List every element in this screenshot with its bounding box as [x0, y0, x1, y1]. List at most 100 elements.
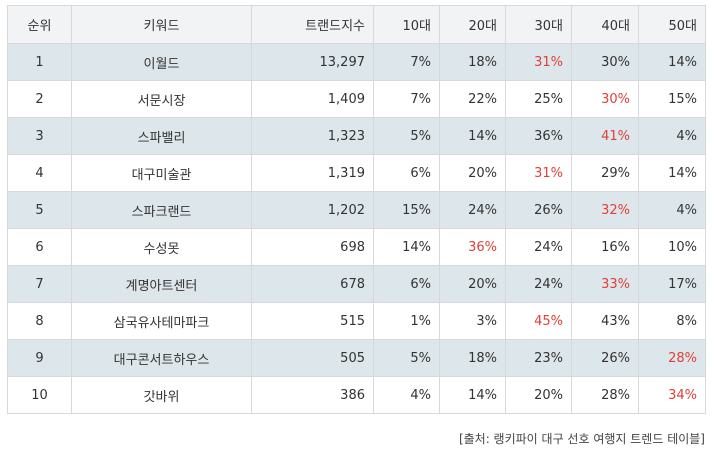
cell-age-20s: 20% — [439, 154, 506, 192]
cell-keyword: 계명아트센터 — [71, 265, 252, 303]
table-row: 1 이월드 13,297 7% 18% 31% 30% 14% — [7, 43, 706, 81]
cell-age-30s: 45% — [505, 302, 572, 340]
cell-age-20s: 20% — [439, 265, 506, 303]
cell-trend-index: 515 — [251, 302, 374, 340]
cell-keyword: 서문시장 — [71, 80, 252, 118]
cell-keyword: 이월드 — [71, 43, 252, 81]
table-body: 1 이월드 13,297 7% 18% 31% 30% 14% 2 서문시장 1,409 7% 22% 2… — [7, 43, 706, 414]
cell-age-40s: 32% — [571, 191, 639, 229]
cell-rank: 2 — [7, 80, 72, 118]
cell-age-30s: 24% — [505, 265, 572, 303]
table-row: 4 대구미술관 1,319 6% 20% 31% 29% 14% — [7, 154, 706, 192]
cell-trend-index: 678 — [251, 265, 374, 303]
cell-age-50s: 15% — [638, 80, 706, 118]
cell-rank: 9 — [7, 339, 72, 377]
cell-age-30s: 20% — [505, 376, 572, 414]
cell-age-40s: 30% — [571, 43, 639, 81]
cell-age-50s: 14% — [638, 43, 706, 81]
cell-age-10s: 1% — [373, 302, 440, 340]
cell-age-10s: 6% — [373, 265, 440, 303]
cell-trend-index: 1,319 — [251, 154, 374, 192]
cell-age-50s: 4% — [638, 191, 706, 229]
cell-age-10s: 4% — [373, 376, 440, 414]
cell-trend-index: 1,323 — [251, 117, 374, 155]
header-age-50s: 50대 — [638, 5, 706, 44]
header-keyword: 키워드 — [71, 5, 252, 44]
table-row: 7 계명아트센터 678 6% 20% 24% 33% 17% — [7, 265, 706, 303]
cell-age-20s: 18% — [439, 43, 506, 81]
source-caption: [출처: 랭키파이 대구 선호 여행지 트렌드 테이블] — [458, 432, 705, 446]
cell-age-50s: 17% — [638, 265, 706, 303]
cell-age-40s: 29% — [571, 154, 639, 192]
table-row: 6 수성못 698 14% 36% 24% 16% 10% — [7, 228, 706, 266]
cell-age-20s: 22% — [439, 80, 506, 118]
cell-age-20s: 14% — [439, 117, 506, 155]
cell-age-50s: 10% — [638, 228, 706, 266]
cell-keyword: 삼국유사테마파크 — [71, 302, 252, 340]
table-header-row: 순위 키워드 트랜드지수 10대 20대 30대 40대 50대 — [7, 5, 706, 44]
cell-age-30s: 31% — [505, 154, 572, 192]
cell-rank: 6 — [7, 228, 72, 266]
cell-age-10s: 7% — [373, 43, 440, 81]
cell-age-40s: 30% — [571, 80, 639, 118]
cell-keyword: 스파밸리 — [71, 117, 252, 155]
cell-age-50s: 4% — [638, 117, 706, 155]
cell-trend-index: 386 — [251, 376, 374, 414]
table-row: 8 삼국유사테마파크 515 1% 3% 45% 43% 8% — [7, 302, 706, 340]
cell-keyword: 스파크랜드 — [71, 191, 252, 229]
cell-age-40s: 16% — [571, 228, 639, 266]
cell-age-20s: 36% — [439, 228, 506, 266]
cell-age-20s: 18% — [439, 339, 506, 377]
header-age-20s: 20대 — [439, 5, 506, 44]
header-age-40s: 40대 — [571, 5, 639, 44]
cell-trend-index: 1,409 — [251, 80, 374, 118]
cell-age-30s: 24% — [505, 228, 572, 266]
cell-keyword: 갓바위 — [71, 376, 252, 414]
cell-rank: 7 — [7, 265, 72, 303]
header-trend-index: 트랜드지수 — [251, 5, 374, 44]
cell-rank: 8 — [7, 302, 72, 340]
header-rank: 순위 — [7, 5, 72, 44]
cell-trend-index: 1,202 — [251, 191, 374, 229]
trend-table: 순위 키워드 트랜드지수 10대 20대 30대 40대 50대 1 이월드 13,… — [7, 5, 706, 414]
cell-trend-index: 505 — [251, 339, 374, 377]
cell-age-10s: 5% — [373, 339, 440, 377]
cell-age-30s: 25% — [505, 80, 572, 118]
cell-age-20s: 14% — [439, 376, 506, 414]
table-row: 9 대구콘서트하우스 505 5% 18% 23% 26% 28% — [7, 339, 706, 377]
cell-keyword: 대구콘서트하우스 — [71, 339, 252, 377]
cell-age-30s: 31% — [505, 43, 572, 81]
cell-age-20s: 3% — [439, 302, 506, 340]
cell-age-50s: 8% — [638, 302, 706, 340]
cell-age-20s: 24% — [439, 191, 506, 229]
cell-age-40s: 26% — [571, 339, 639, 377]
cell-age-30s: 26% — [505, 191, 572, 229]
cell-keyword: 수성못 — [71, 228, 252, 266]
cell-rank: 1 — [7, 43, 72, 81]
cell-age-10s: 15% — [373, 191, 440, 229]
header-age-30s: 30대 — [505, 5, 572, 44]
table-row: 3 스파밸리 1,323 5% 14% 36% 41% 4% — [7, 117, 706, 155]
cell-age-50s: 34% — [638, 376, 706, 414]
cell-age-40s: 33% — [571, 265, 639, 303]
cell-age-50s: 14% — [638, 154, 706, 192]
cell-age-30s: 23% — [505, 339, 572, 377]
cell-trend-index: 13,297 — [251, 43, 374, 81]
cell-age-30s: 36% — [505, 117, 572, 155]
cell-rank: 3 — [7, 117, 72, 155]
cell-rank: 4 — [7, 154, 72, 192]
header-age-10s: 10대 — [373, 5, 440, 44]
cell-rank: 5 — [7, 191, 72, 229]
table-row: 2 서문시장 1,409 7% 22% 25% 30% 15% — [7, 80, 706, 118]
table-row: 5 스파크랜드 1,202 15% 24% 26% 32% 4% — [7, 191, 706, 229]
cell-age-40s: 28% — [571, 376, 639, 414]
cell-trend-index: 698 — [251, 228, 374, 266]
cell-age-50s: 28% — [638, 339, 706, 377]
cell-rank: 10 — [7, 376, 72, 414]
cell-age-10s: 6% — [373, 154, 440, 192]
table-row: 10 갓바위 386 4% 14% 20% 28% 34% — [7, 376, 706, 414]
cell-age-40s: 43% — [571, 302, 639, 340]
cell-keyword: 대구미술관 — [71, 154, 252, 192]
trend-table-container: 순위 키워드 트랜드지수 10대 20대 30대 40대 50대 1 이월드 13,… — [7, 5, 706, 414]
cell-age-10s: 7% — [373, 80, 440, 118]
